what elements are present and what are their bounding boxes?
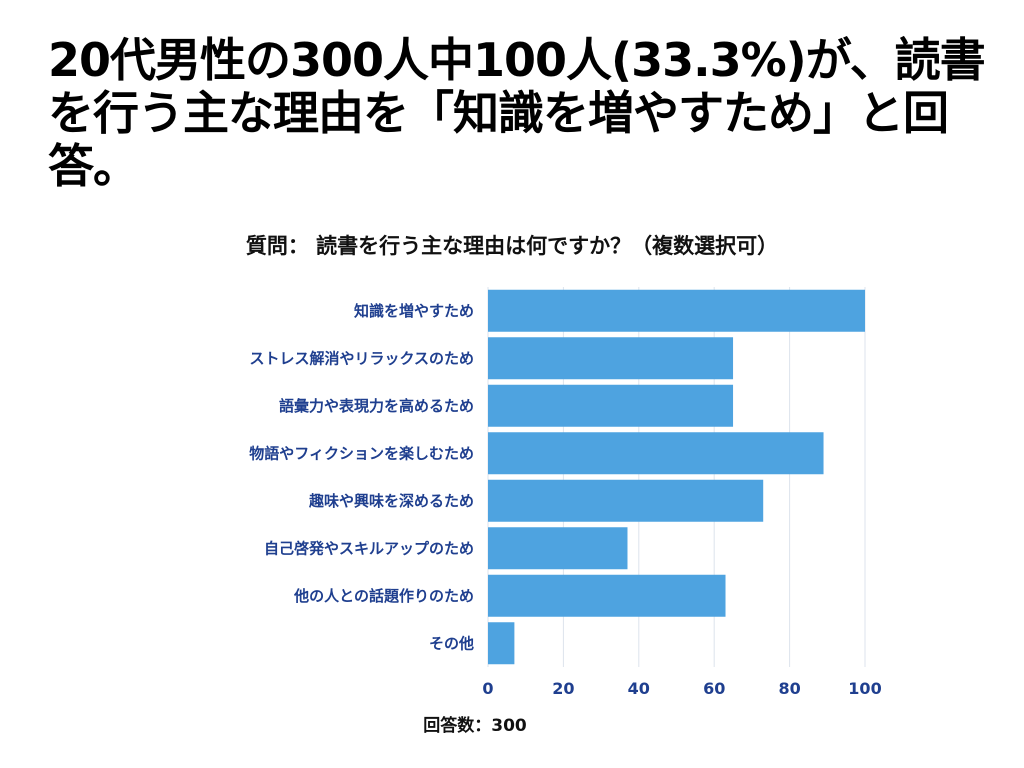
x-tick-label: 60: [703, 679, 725, 698]
x-tick-label: 100: [848, 679, 881, 698]
bar: [488, 432, 824, 475]
response-count: 回答数：300: [423, 716, 527, 736]
bar: [488, 622, 515, 665]
category-label: 趣味や興味を深めるため: [308, 492, 474, 510]
category-label: 物語やフィクションを楽しむため: [249, 444, 474, 462]
headline: 20代男性の300人中100人(33.3%)が、読書を行う主な理由を「知識を増や…: [48, 33, 986, 193]
category-label-layer: 知識を増やすためストレス解消やリラックスのため語彙力や表現力を高めるため物語やフ…: [249, 302, 474, 653]
category-label: ストレス解消やリラックスのため: [249, 349, 474, 367]
category-label: 自己啓発やスキルアップのため: [264, 539, 474, 557]
bar-layer: [488, 289, 865, 665]
bar: [488, 337, 734, 380]
category-label: その他: [429, 634, 474, 652]
x-tick-label: 0: [482, 679, 493, 698]
bar-chart: 知識を増やすためストレス解消やリラックスのため語彙力や表現力を高めるため物語やフ…: [249, 287, 882, 698]
x-tick-layer: 0 20 40 60 80 100: [482, 679, 881, 698]
category-label: 他の人との話題作りのため: [293, 587, 474, 605]
bar: [488, 289, 865, 332]
category-label: 知識を増やすため: [354, 302, 474, 320]
chart-title: 質問： 読書を行う主な理由は何ですか？（複数選択可）: [245, 234, 779, 258]
category-label: 語彙力や表現力を高めるため: [279, 397, 474, 415]
bar: [488, 384, 734, 427]
x-tick-label: 80: [778, 679, 800, 698]
bar: [488, 527, 628, 570]
x-tick-label: 40: [628, 679, 650, 698]
bar: [488, 479, 764, 522]
x-tick-label: 20: [552, 679, 574, 698]
bar: [488, 574, 726, 617]
